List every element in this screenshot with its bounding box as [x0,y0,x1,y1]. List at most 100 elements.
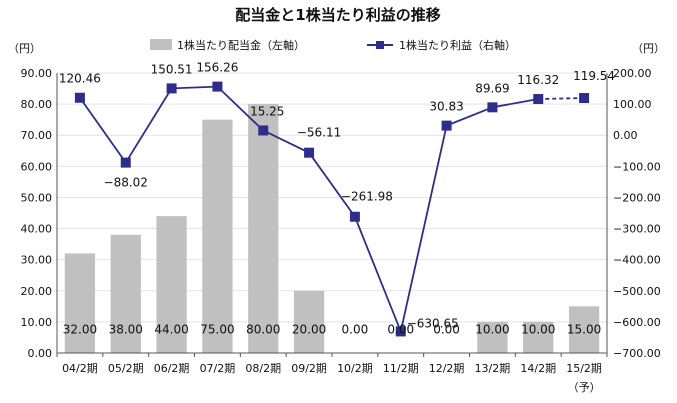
category-label: 15/2期 [566,362,602,375]
data-labels: 32.00 38.00 44.00 75.00 80.00 20.00 0.00 0.00 0.… [59,61,615,337]
chart-title: 配当金と1株当たり利益の推移 [235,6,440,24]
legend-line-label: 1株当たり利益（右軸） [399,38,516,52]
left-tick-label: 80.00 [21,98,53,111]
eps-line [74,81,590,337]
eps-segment [262,129,310,154]
eps-segment [308,152,356,218]
axes [56,73,608,357]
bar [568,306,600,353]
bar-value-label: 15.00 [567,323,601,337]
bar [293,290,325,353]
eps-segment [79,97,127,164]
eps-marker [258,125,269,136]
left-tick-label: 0.00 [28,347,53,360]
right-tick-label: −400.00 [613,254,661,267]
right-axis-unit: （円） [632,42,665,55]
eps-segment [354,216,402,332]
eps-segment [171,85,218,90]
eps-value-label: −261.98 [341,190,393,204]
eps-marker [74,92,85,103]
bar-value-label: 10.00 [521,323,555,337]
bar [523,321,554,353]
right-tick-label: −300.00 [613,223,661,236]
left-tick-label: 70.00 [21,129,53,142]
left-tick-label: 10.00 [21,316,53,329]
category-label: 06/2期 [154,362,190,375]
category-label: 04/2期 [62,362,98,375]
bar [64,253,96,353]
eps-value-label: 89.69 [475,81,509,95]
right-tick-label: −500.00 [613,285,661,298]
category-label: 08/2期 [245,362,281,375]
eps-marker [349,211,360,222]
bar-value-label: 44.00 [154,323,188,337]
eps-marker [120,157,131,168]
left-tick-label: 20.00 [21,285,53,298]
legend: 1株当たり配当金（左軸） 1株当たり利益（右軸） [150,38,516,52]
eps-value-label: 116.32 [517,73,559,87]
eps-segment [492,98,539,109]
eps-value-label: −56.11 [297,126,341,140]
eps-marker [395,326,406,337]
left-tick-label: 90.00 [21,67,53,80]
bar-value-label: 0.00 [342,323,369,337]
bar-value-label: 38.00 [109,323,143,337]
bar-value-label: 32.00 [63,323,97,337]
eps-segment-forecast [538,97,585,100]
eps-segment [399,125,448,332]
bar [477,321,508,353]
eps-marker [304,147,315,158]
right-tick-label: 200.00 [613,67,652,80]
eps-value-label: 119.54 [573,69,615,83]
legend-bar-swatch [150,39,172,50]
eps-marker [212,81,223,92]
right-tick-label: −100.00 [613,160,661,173]
category-label: 13/2期 [475,362,511,375]
category-label: 10/2期 [337,362,373,375]
right-tick-label: 0.00 [613,129,638,142]
eps-marker [166,83,177,94]
eps-value-label: 30.83 [429,100,463,114]
eps-segment [124,87,173,164]
left-tick-label: 40.00 [21,223,53,236]
eps-value-label: −88.02 [104,176,148,190]
eps-value-label: 156.26 [196,61,238,75]
eps-segment [446,106,493,127]
bar [202,119,233,354]
right-tick-label: −700.00 [613,347,661,360]
eps-segment [216,85,264,132]
left-axis-unit: （円） [8,42,41,55]
bar-value-label: 0.00 [433,323,460,337]
bar-value-label: 20.00 [292,323,326,337]
category-label: 09/2期 [291,362,327,375]
right-tick-label: 100.00 [613,98,652,111]
eps-marker [441,120,452,131]
category-label: 14/2期 [520,362,556,375]
eps-value-label: −630.65 [407,316,459,330]
bar-value-label: 0.00 [387,323,414,337]
eps-marker [579,93,590,104]
bar [248,104,279,353]
category-label: 11/2期 [383,362,419,375]
bar [110,234,141,353]
right-tick-label: −200.00 [613,191,661,204]
eps-value-label: 150.51 [151,62,193,76]
bars [64,104,600,354]
grid [57,72,607,323]
legend-bar-label: 1株当たり配当金（左軸） [177,38,305,52]
eps-marker [487,102,498,113]
eps-value-label: 120.46 [59,72,101,86]
category-label: 05/2期 [108,362,144,375]
category-label: 07/2期 [200,362,236,375]
tick-labels: 0.00 10.00 20.00 30.00 40.00 50.00 60.00 70.00 8… [21,67,661,394]
left-tick-label: 50.00 [21,191,53,204]
category-label: 12/2期 [429,362,465,375]
bar-value-label: 75.00 [200,323,234,337]
eps-value-label: 15.25 [250,104,284,118]
eps-marker [533,94,544,105]
right-tick-label: −600.00 [613,316,661,329]
legend-line-marker [376,41,384,49]
bar [156,216,187,353]
left-tick-label: 60.00 [21,160,53,173]
